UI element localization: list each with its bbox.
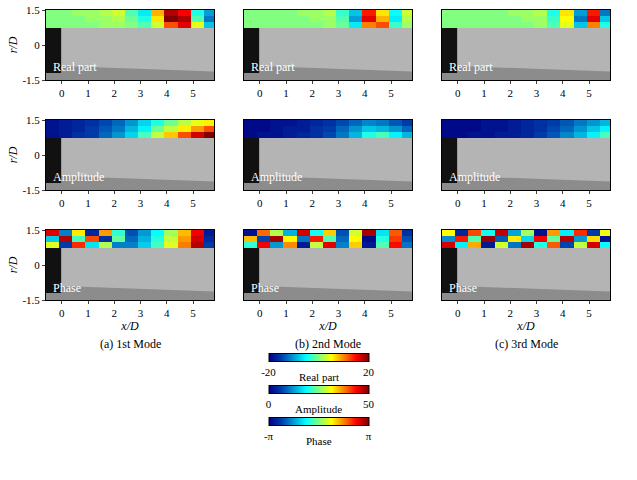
svg-text:Real part: Real part <box>449 60 493 74</box>
svg-text:3: 3 <box>534 197 540 209</box>
svg-text:4: 4 <box>164 87 170 99</box>
svg-text:2: 2 <box>310 87 316 99</box>
svg-text:2: 2 <box>112 87 118 99</box>
svg-text:-20: -20 <box>261 366 276 378</box>
svg-text:-1.5: -1.5 <box>22 184 40 196</box>
svg-text:4: 4 <box>362 197 368 209</box>
svg-text:5: 5 <box>190 307 196 319</box>
svg-text:Amplitude: Amplitude <box>53 170 104 184</box>
svg-text:4: 4 <box>560 87 566 99</box>
svg-text:2: 2 <box>508 87 514 99</box>
svg-text:3: 3 <box>534 307 540 319</box>
svg-text:20: 20 <box>363 366 375 378</box>
svg-text:r/D: r/D <box>6 36 20 53</box>
svg-text:3: 3 <box>138 197 144 209</box>
svg-text:5: 5 <box>586 307 592 319</box>
svg-text:0: 0 <box>34 259 40 271</box>
svg-text:3: 3 <box>336 197 342 209</box>
svg-text:4: 4 <box>362 307 368 319</box>
svg-text:2: 2 <box>508 307 514 319</box>
svg-text:Real part: Real part <box>299 371 339 383</box>
svg-text:2: 2 <box>310 307 316 319</box>
svg-text:4: 4 <box>164 307 170 319</box>
svg-text:2: 2 <box>112 197 118 209</box>
svg-text:3: 3 <box>336 87 342 99</box>
svg-text:0: 0 <box>257 197 263 209</box>
svg-text:-1.5: -1.5 <box>22 294 40 306</box>
svg-text:4: 4 <box>560 197 566 209</box>
svg-text:5: 5 <box>190 197 196 209</box>
svg-text:0: 0 <box>455 87 461 99</box>
svg-text:0: 0 <box>34 149 40 161</box>
svg-text:3: 3 <box>336 307 342 319</box>
svg-text:x/D: x/D <box>516 319 535 333</box>
svg-text:5: 5 <box>388 197 394 209</box>
svg-text:Amplitude: Amplitude <box>251 170 302 184</box>
svg-text:1: 1 <box>85 197 91 209</box>
svg-text:Amplitude: Amplitude <box>449 170 500 184</box>
svg-text:1: 1 <box>283 307 289 319</box>
svg-text:5: 5 <box>586 197 592 209</box>
svg-text:1: 1 <box>283 197 289 209</box>
svg-text:(c) 3rd Mode: (c) 3rd Mode <box>495 337 558 351</box>
svg-text:x/D: x/D <box>120 319 139 333</box>
svg-text:Phase: Phase <box>449 281 477 295</box>
svg-text:0: 0 <box>59 307 65 319</box>
svg-text:4: 4 <box>164 197 170 209</box>
svg-text:r/D: r/D <box>6 256 20 273</box>
svg-text:4: 4 <box>560 307 566 319</box>
svg-text:(a) 1st Mode: (a) 1st Mode <box>100 337 161 351</box>
svg-text:1: 1 <box>481 87 487 99</box>
svg-text:Phase: Phase <box>306 435 332 447</box>
svg-text:5: 5 <box>388 87 394 99</box>
svg-text:Amplitude: Amplitude <box>295 403 342 415</box>
svg-text:5: 5 <box>388 307 394 319</box>
svg-text:4: 4 <box>362 87 368 99</box>
svg-text:50: 50 <box>363 398 375 410</box>
svg-text:Phase: Phase <box>53 281 81 295</box>
svg-text:1.5: 1.5 <box>26 4 40 16</box>
svg-text:1: 1 <box>283 87 289 99</box>
svg-text:5: 5 <box>190 87 196 99</box>
svg-text:3: 3 <box>138 307 144 319</box>
svg-text:0: 0 <box>59 87 65 99</box>
svg-text:1: 1 <box>481 197 487 209</box>
svg-text:1.5: 1.5 <box>26 114 40 126</box>
svg-text:2: 2 <box>112 307 118 319</box>
svg-text:1: 1 <box>85 87 91 99</box>
svg-text:π: π <box>366 430 372 442</box>
svg-text:Real part: Real part <box>251 60 295 74</box>
svg-text:0: 0 <box>455 197 461 209</box>
svg-text:x/D: x/D <box>318 319 337 333</box>
svg-text:Phase: Phase <box>251 281 279 295</box>
svg-text:1.5: 1.5 <box>26 224 40 236</box>
svg-text:(b) 2nd Mode: (b) 2nd Mode <box>295 337 361 351</box>
svg-text:2: 2 <box>310 197 316 209</box>
svg-text:-1.5: -1.5 <box>22 74 40 86</box>
svg-text:3: 3 <box>138 87 144 99</box>
svg-text:2: 2 <box>508 197 514 209</box>
svg-text:3: 3 <box>534 87 540 99</box>
svg-text:1: 1 <box>85 307 91 319</box>
svg-text:0: 0 <box>266 398 272 410</box>
svg-text:0: 0 <box>257 87 263 99</box>
svg-text:Real part: Real part <box>53 60 97 74</box>
svg-text:0: 0 <box>455 307 461 319</box>
svg-text:5: 5 <box>586 87 592 99</box>
svg-text:1: 1 <box>481 307 487 319</box>
svg-text:0: 0 <box>257 307 263 319</box>
svg-text:-π: -π <box>264 430 274 442</box>
svg-text:0: 0 <box>59 197 65 209</box>
svg-text:0: 0 <box>34 39 40 51</box>
svg-text:r/D: r/D <box>6 146 20 163</box>
